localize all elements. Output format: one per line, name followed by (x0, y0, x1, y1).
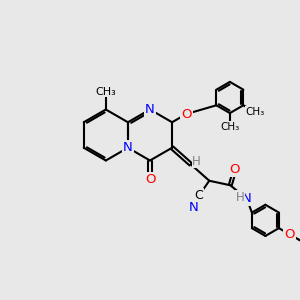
Text: N: N (242, 192, 252, 205)
Text: N: N (189, 201, 199, 214)
Text: O: O (284, 228, 295, 241)
Text: O: O (181, 107, 192, 121)
Text: CH₃: CH₃ (245, 107, 265, 117)
Text: N: N (145, 103, 155, 116)
Text: CH₃: CH₃ (95, 86, 116, 97)
Text: C: C (194, 189, 203, 202)
Text: O: O (230, 163, 240, 176)
Text: N: N (123, 141, 133, 154)
Text: H: H (192, 155, 201, 168)
Text: O: O (145, 172, 155, 186)
Text: H: H (236, 191, 244, 204)
Text: CH₃: CH₃ (220, 122, 239, 132)
